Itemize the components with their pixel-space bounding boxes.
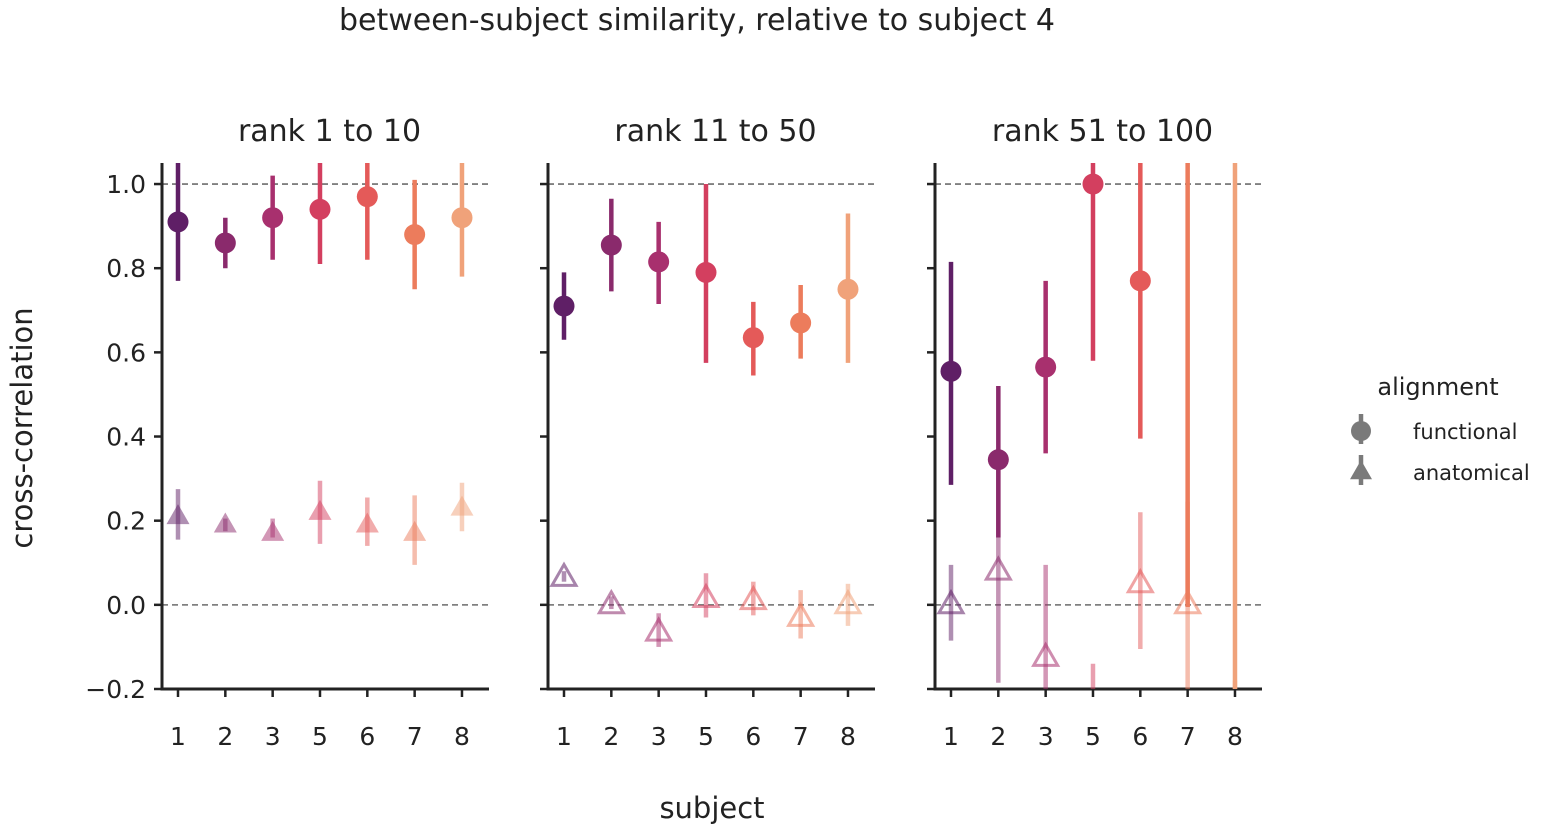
anatomical-marker <box>833 588 863 615</box>
y-tick-label: 0.0 <box>106 591 146 620</box>
functional-marker <box>167 211 189 233</box>
legend-entries: functional anatomical <box>1350 414 1530 485</box>
panels: rank 1 to 10 −0.2 0.0 0.2 0.4 0.6 0.8 1.0 1 2 3 5 6 7… <box>85 114 1262 751</box>
anatomical-marker <box>738 584 768 611</box>
x-tick-label: 6 <box>745 722 761 751</box>
x-tick-label: 5 <box>1085 722 1101 751</box>
legend-label: anatomical <box>1413 461 1530 485</box>
anatomical-marker <box>403 520 427 541</box>
x-tick-label: 1 <box>943 722 959 751</box>
functional-marker <box>262 207 284 229</box>
x-tick-label: 7 <box>1180 722 1196 751</box>
anatomical-marker <box>1031 641 1061 667</box>
functional-marker <box>742 327 764 349</box>
anatomical-marker <box>936 588 966 615</box>
functional-marker <box>404 224 426 246</box>
functional-marker <box>356 186 378 208</box>
x-tick-label: 8 <box>840 722 856 751</box>
anatomical-marker <box>166 504 190 525</box>
panel-1: rank 1 to 10 −0.2 0.0 0.2 0.4 0.6 0.8 1.0 1 2 3 5 6 7… <box>85 114 489 751</box>
functional-marker <box>309 198 331 220</box>
anatomical-marker <box>983 555 1013 581</box>
x-tick-label: 8 <box>454 722 470 751</box>
functional-marker <box>553 295 575 317</box>
x-tick-label: 2 <box>603 722 619 751</box>
functional-marker <box>451 207 473 229</box>
legend-circle-marker <box>1351 421 1371 441</box>
functional-marker <box>214 232 236 254</box>
y-tick-label: 0.4 <box>106 423 146 452</box>
anatomical-marker <box>261 520 285 541</box>
functional-marker <box>648 251 670 273</box>
anatomical-marker <box>1125 567 1155 594</box>
y-tick-label: −0.2 <box>85 675 146 704</box>
legend: alignment functional anatomical <box>1350 373 1530 485</box>
y-tick-label: 0.2 <box>106 507 146 536</box>
x-tick-label: 3 <box>651 722 667 751</box>
functional-marker <box>790 312 812 334</box>
panel-2: rank 11 to 50 1 2 3 5 6 7 8 <box>540 114 875 751</box>
anatomical-marker <box>213 512 237 533</box>
legend-title: alignment <box>1377 373 1498 401</box>
panel-title: rank 11 to 50 <box>614 114 816 149</box>
y-axis-label: cross-correlation <box>5 307 39 548</box>
x-tick-label: 1 <box>170 722 186 751</box>
x-tick-label: 6 <box>1132 722 1148 751</box>
x-tick-label: 3 <box>265 722 281 751</box>
legend-label: functional <box>1413 420 1518 444</box>
functional-marker <box>1035 356 1057 378</box>
legend-triangle-marker <box>1350 460 1372 480</box>
anatomical-marker <box>596 588 626 615</box>
functional-marker <box>1082 173 1104 195</box>
y-tick-label: 0.8 <box>106 254 146 283</box>
x-tick-label: 2 <box>217 722 233 751</box>
x-tick-label: 3 <box>1038 722 1054 751</box>
x-tick-label: 5 <box>698 722 714 751</box>
x-tick-label: 2 <box>990 722 1006 751</box>
functional-marker <box>600 234 622 256</box>
functional-marker <box>695 261 717 283</box>
anatomical-marker <box>786 601 816 627</box>
x-axis-label: subject <box>659 791 764 825</box>
functional-marker <box>1129 270 1151 292</box>
anatomical-marker <box>450 495 474 516</box>
panel-title: rank 51 to 100 <box>992 114 1213 149</box>
anatomical-marker <box>549 561 579 587</box>
x-tick-label: 1 <box>556 722 572 751</box>
x-tick-label: 7 <box>793 722 809 751</box>
functional-marker <box>837 278 859 300</box>
panel-title: rank 1 to 10 <box>238 114 421 149</box>
anatomical-marker <box>1173 588 1203 615</box>
panel-3: rank 51 to 100 1 2 3 5 6 7 8 <box>927 114 1262 751</box>
anatomical-marker <box>308 499 332 520</box>
x-tick-label: 6 <box>359 722 375 751</box>
functional-marker <box>940 360 962 382</box>
y-tick-label: 0.6 <box>106 338 146 367</box>
anatomical-marker <box>644 616 674 642</box>
x-tick-label: 5 <box>312 722 328 751</box>
anatomical-marker <box>355 512 379 533</box>
figure-title: between-subject similarity, relative to … <box>339 3 1055 38</box>
y-tick-label: 1.0 <box>106 170 146 199</box>
anatomical-marker <box>691 582 721 608</box>
x-tick-label: 7 <box>407 722 423 751</box>
x-tick-label: 8 <box>1227 722 1243 751</box>
functional-marker <box>987 449 1009 471</box>
